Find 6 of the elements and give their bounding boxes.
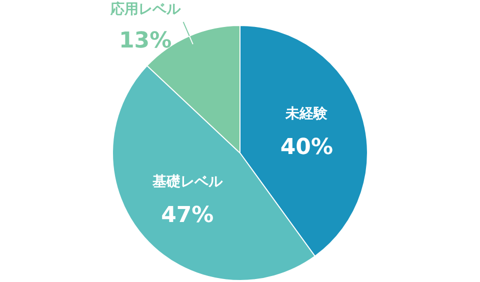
data-label: 13% (118, 28, 172, 54)
data-label: 47% (161, 203, 214, 228)
data-label: 40% (280, 135, 334, 160)
slice-label: 応用レベル (109, 0, 182, 18)
slice-label: 基礎レベル (151, 174, 224, 190)
slice-label: 未経験 (284, 106, 329, 122)
